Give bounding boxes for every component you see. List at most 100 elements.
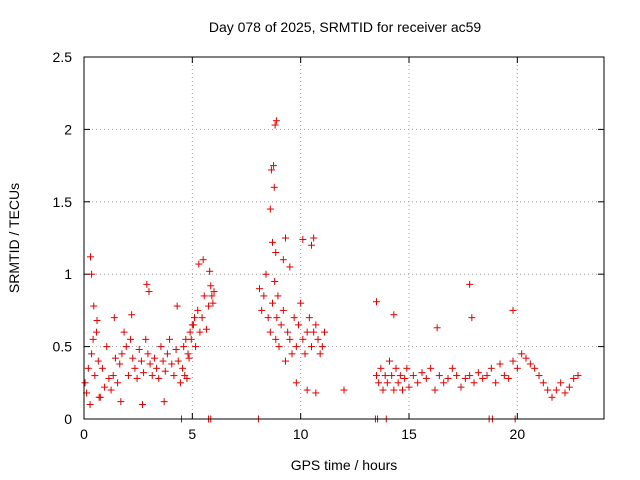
data-point [270, 162, 278, 170]
data-point [210, 288, 218, 296]
data-point [146, 360, 154, 368]
data-point [179, 364, 187, 372]
data-point [94, 357, 102, 365]
data-point [570, 374, 578, 382]
data-point [539, 379, 547, 387]
data-point [269, 238, 276, 246]
data-point [396, 372, 404, 380]
data-point [274, 292, 282, 300]
data-point [509, 306, 517, 314]
data-point [340, 386, 348, 394]
data-point [199, 256, 207, 264]
data-point [161, 367, 169, 375]
data-point [93, 317, 101, 325]
data-point [377, 364, 385, 372]
data-point [466, 372, 474, 380]
y-tick-label: 0.5 [53, 339, 73, 355]
axis-ticks: 0 5 10 15 20 0 0.5 1 1.5 2 2.5 [53, 49, 604, 442]
data-point [457, 383, 465, 391]
data-point [301, 350, 309, 358]
data-point [103, 343, 111, 351]
data-point [394, 379, 402, 387]
data-point [168, 360, 176, 368]
data-point [116, 360, 124, 368]
data-point [200, 292, 208, 300]
data-point [535, 372, 543, 380]
data-point [431, 386, 439, 394]
data-point [468, 314, 476, 322]
data-point [205, 302, 213, 310]
data-point [487, 364, 495, 372]
data-point [109, 372, 117, 380]
data-point [422, 374, 430, 382]
data-point [513, 364, 521, 372]
data-point [148, 372, 156, 380]
chart-title: Day 078 of 2025, SRMTID for receiver ac5… [209, 19, 482, 35]
data-point [299, 235, 307, 243]
data-point [117, 398, 125, 406]
y-tick-label: 0 [64, 411, 72, 427]
data-point [500, 372, 508, 380]
data-point [427, 364, 435, 372]
data-point [185, 354, 193, 362]
data-point [375, 379, 383, 387]
data-point [392, 364, 400, 372]
data-point [135, 345, 143, 353]
data-point [409, 372, 417, 380]
data-point [312, 321, 320, 329]
data-point [144, 350, 152, 358]
data-point [483, 372, 491, 380]
data-point [118, 350, 126, 358]
data-point [526, 360, 534, 368]
data-point [272, 335, 280, 343]
data-point [399, 386, 406, 394]
data-point [453, 372, 461, 380]
data-point [122, 343, 130, 351]
data-point [159, 357, 167, 365]
plot-frame [83, 56, 605, 420]
data-point [166, 335, 174, 343]
data-point [574, 372, 582, 380]
data-point [90, 302, 98, 310]
data-point [120, 328, 128, 336]
data-point [88, 270, 96, 278]
data-points [81, 117, 582, 423]
data-point [544, 386, 552, 394]
data-point [127, 335, 135, 343]
data-point [277, 321, 285, 329]
data-point [390, 386, 398, 394]
data-point [373, 298, 380, 306]
data-point [206, 267, 214, 275]
data-point [272, 248, 280, 256]
data-point [95, 393, 103, 401]
data-point [192, 343, 200, 351]
data-point [470, 379, 478, 387]
data-point [295, 321, 302, 329]
data-point [561, 389, 569, 397]
data-point [182, 335, 190, 343]
data-point [505, 374, 513, 382]
data-point [266, 205, 274, 213]
data-point [448, 364, 456, 372]
data-point [129, 354, 137, 362]
data-point [170, 372, 178, 380]
data-point [271, 277, 279, 285]
data-point [139, 401, 146, 409]
data-point [531, 364, 539, 372]
data-point [548, 393, 556, 401]
data-point [279, 256, 287, 264]
data-point [180, 343, 188, 351]
data-point [299, 335, 307, 343]
data-point [258, 306, 266, 314]
data-point [202, 325, 210, 333]
data-point [145, 288, 153, 296]
data-point [88, 350, 96, 358]
data-point [87, 253, 94, 261]
data-point [373, 372, 380, 380]
data-point [194, 306, 202, 314]
data-point [191, 314, 198, 322]
data-point [188, 321, 196, 329]
data-point [266, 328, 274, 336]
data-point [256, 285, 263, 293]
data-point [260, 292, 268, 300]
